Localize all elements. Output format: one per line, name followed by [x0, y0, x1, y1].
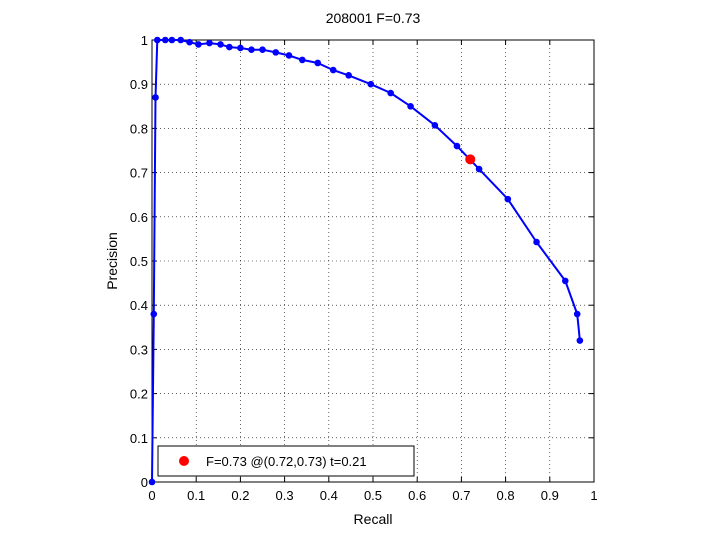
pr-curve-point [237, 44, 244, 52]
pr-curve-point [248, 46, 255, 54]
x-tick-label: 0.3 [276, 488, 294, 503]
pr-curve-point [161, 36, 169, 44]
y-axis-label: Precision [104, 232, 120, 290]
y-tick-label: 0.7 [130, 166, 148, 181]
pr-curve-point [407, 103, 414, 110]
y-tick-label: 1 [141, 33, 148, 48]
x-tick-label: 0.4 [320, 488, 338, 503]
y-tick-label: 0.4 [130, 298, 148, 313]
x-tick-label: 0.2 [231, 488, 249, 503]
x-tick-label: 0 [148, 488, 155, 503]
x-axis-label: Recall [354, 511, 393, 527]
x-tick-label: 0.1 [187, 488, 205, 503]
x-tick-label: 0.5 [364, 488, 382, 503]
pr-curve-point [561, 277, 569, 285]
y-tick-label: 0.5 [130, 254, 148, 269]
legend-box [157, 445, 415, 477]
pr-curve-point [226, 43, 233, 51]
pr-curve-point [148, 478, 156, 486]
legend: F=0.73 @(0.72,0.73) t=0.21 [157, 445, 415, 477]
pr-curve-point [533, 238, 540, 246]
pr-curve-point [168, 36, 176, 44]
pr-curve-point [285, 52, 293, 59]
axis-ticks: 0 0.1 0.2 0.3 0.4 0.5 0.6 0.7 0.8 0.9 1 0 0.1 0.2 0.3 0… [130, 33, 598, 503]
pr-curve-point [154, 36, 161, 44]
pr-curve-point [298, 56, 306, 64]
series [148, 36, 584, 486]
pr-curve-point [186, 38, 193, 46]
pr-curve-point [314, 59, 322, 67]
pr-curve-point [206, 39, 213, 47]
pr-curve-point [329, 66, 337, 74]
legend-marker [179, 456, 189, 466]
pr-curve-point [431, 122, 439, 129]
pr-curve-point [272, 49, 280, 56]
y-tick-label: 0.3 [130, 342, 148, 357]
x-tick-label: 0.6 [408, 488, 426, 503]
pr-curve-point [576, 337, 584, 344]
pr-curve-point [453, 142, 461, 150]
pr-curve-point [504, 195, 512, 203]
grid [152, 40, 594, 482]
pr-curve-point [387, 89, 394, 97]
pr-curve-point [217, 41, 224, 48]
y-tick-label: 0.8 [130, 121, 148, 136]
pr-curve-point [345, 72, 352, 79]
x-tick-label: 0.9 [541, 488, 559, 503]
pr-curve-point [475, 165, 483, 173]
y-tick-label: 0 [141, 475, 148, 490]
y-tick-label: 0.6 [130, 210, 148, 225]
x-tick-label: 0.8 [497, 488, 515, 503]
y-tick-label: 0.9 [130, 77, 148, 92]
best-f-point [465, 154, 476, 165]
pr-curve-point [573, 310, 581, 318]
pr-curve-point [367, 80, 375, 88]
chart-title: 208001 F=0.73 [326, 10, 421, 26]
pr-curve-point [150, 310, 158, 318]
pr-curve-point [177, 36, 185, 44]
legend-label: F=0.73 @(0.72,0.73) t=0.21 [206, 454, 367, 469]
x-tick-label: 1 [590, 488, 597, 503]
pr-curve-point [259, 46, 266, 54]
x-tick-label: 0.7 [452, 488, 470, 503]
y-tick-label: 0.1 [130, 431, 148, 446]
pr-curve-point [195, 41, 202, 48]
y-tick-label: 0.2 [130, 387, 148, 402]
pr-curve-point [152, 94, 159, 101]
